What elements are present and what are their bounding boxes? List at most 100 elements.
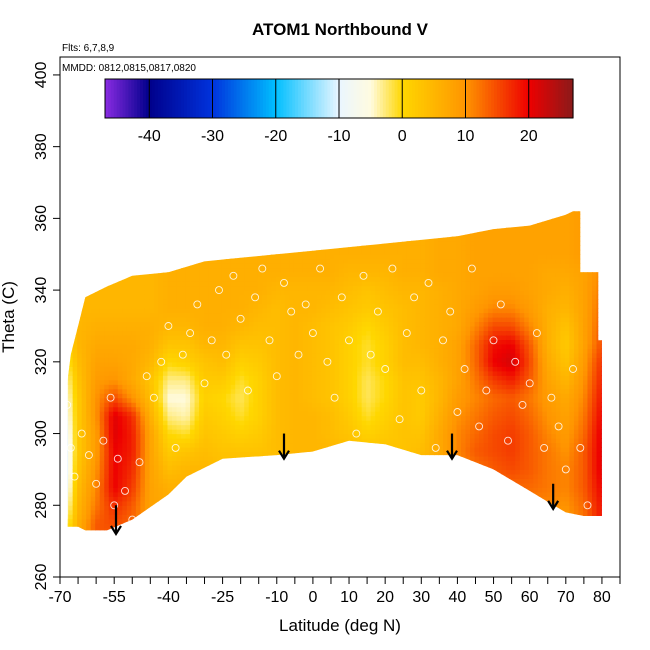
heatmap-cell [194,406,200,412]
heatmap-cell [293,285,300,291]
heatmap-cell [185,402,191,408]
heatmap-cell [86,339,92,345]
heatmap-cell [176,303,182,309]
heatmap-cell [181,388,187,394]
heatmap-cell [149,290,155,296]
heatmap-cell [284,379,291,385]
heatmap-cell [104,469,110,475]
heatmap-cell [343,361,349,367]
heatmap-cell [357,285,363,291]
heatmap-cell [190,285,196,291]
heatmap-cell [289,348,295,354]
heatmap-cell [108,330,114,336]
heatmap-cell [144,321,151,327]
heatmap-cell [108,317,114,323]
heatmap-cell [312,442,318,448]
heatmap-cell [113,339,119,345]
heatmap-cell [131,339,137,345]
heatmap-cell [230,357,236,363]
heatmap-cell [221,258,227,264]
heatmap-cell [108,514,114,520]
heatmap-cell [253,281,259,287]
heatmap-cell [99,478,105,484]
heatmap-cell [284,303,291,309]
heatmap-cell [90,370,96,376]
heatmap-cell [153,294,160,300]
heatmap-cell [284,334,291,341]
heatmap-cell [339,339,345,345]
heatmap-cell [262,433,268,439]
heatmap-cell [334,272,340,278]
heatmap-cell [357,361,363,367]
heatmap-cell [325,330,331,336]
heatmap-cell [244,330,250,336]
heatmap-cell [194,299,200,305]
heatmap-cell [158,487,164,493]
heatmap-cell [149,285,155,291]
heatmap-cell [149,455,155,462]
heatmap-cell [144,473,151,479]
heatmap-cell [158,415,164,421]
heatmap-cell [235,388,241,394]
heatmap-cell [330,375,336,381]
heatmap-cell [113,312,119,318]
heatmap-cell [117,388,123,394]
heatmap-cell [140,379,146,385]
heatmap-cell [352,438,358,444]
heatmap-cell [312,357,318,363]
heatmap-cell [262,384,268,390]
heatmap-cell [253,388,259,394]
heatmap-cell [140,455,146,462]
heatmap-cell [357,375,363,381]
heatmap-cell [122,420,128,426]
heatmap-cell [275,339,281,345]
heatmap-cell [135,406,141,412]
heatmap-cell [67,384,69,390]
heatmap-cell [275,308,281,314]
heatmap-cell [162,290,169,296]
heatmap-cell [185,272,191,278]
heatmap-cell [257,366,263,372]
heatmap-cell [113,420,119,426]
heatmap-cell [212,442,218,448]
heatmap-cell [149,473,155,479]
heatmap-cell [104,433,110,439]
heatmap-cell [325,370,331,376]
heatmap-cell [343,415,349,421]
heatmap-cell [149,330,155,336]
heatmap-cell [312,339,318,345]
heatmap-cell [113,343,119,349]
heatmap-cell [348,438,354,444]
heatmap-cell [86,330,92,336]
heatmap-cell [334,406,340,412]
heatmap-cell [334,317,340,323]
heatmap-cell [104,352,110,358]
heatmap-cell [348,357,354,363]
heatmap-cell [167,308,173,314]
heatmap-cell [230,330,236,336]
heatmap-cell [212,330,218,336]
heatmap-cell [316,352,322,358]
heatmap-cell [271,379,277,385]
heatmap-cell [257,303,263,309]
heatmap-cell [113,285,119,291]
heatmap-cell [181,451,187,457]
heatmap-cell [357,438,363,444]
heatmap-cell [172,334,178,341]
heatmap-cell [280,366,286,372]
heatmap-cell [77,397,83,403]
heatmap-cell [275,384,281,390]
heatmap-cell [135,496,141,502]
heatmap-cell [149,299,155,305]
heatmap-cell [126,415,132,421]
heatmap-cell [244,366,250,372]
heatmap-cell [339,294,345,300]
heatmap-cell [307,370,313,376]
heatmap-cell [253,317,259,323]
heatmap-cell [298,343,304,349]
heatmap-cell [235,308,241,314]
heatmap-cell [334,285,340,291]
heatmap-cell [167,348,173,354]
heatmap-cell [135,393,141,399]
heatmap-cell [298,393,304,399]
